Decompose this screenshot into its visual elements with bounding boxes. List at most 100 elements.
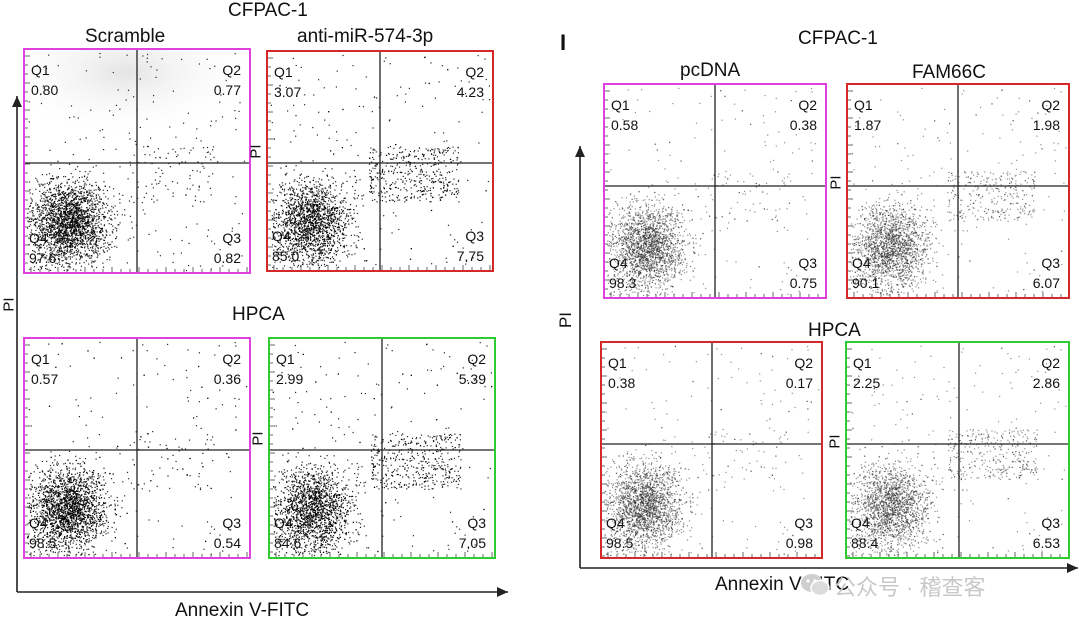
quadrant-q2-value: 0.17 <box>786 375 813 391</box>
quadrant-q1-name: Q1 <box>274 64 293 80</box>
quadrant-q2-value: 4.23 <box>457 84 484 100</box>
flow-plot-right-row2-1: Q1 0.38 Q2 0.17 Q3 0.98 Q4 98.5 <box>600 341 823 559</box>
quadrant-q4-value: 98.5 <box>29 535 56 551</box>
scatter-plot <box>847 343 1068 557</box>
left-x-axis-label: Annexin V-FITC <box>175 600 309 622</box>
quadrant-q3-value: 6.07 <box>1033 275 1060 291</box>
quadrant-q1-value: 3.07 <box>274 84 301 100</box>
right-r1c2-condition: FAM66C <box>912 62 986 84</box>
quadrant-q3-name: Q3 <box>798 255 817 271</box>
quadrant-q2-name: Q2 <box>467 351 486 367</box>
left-section2-title: HPCA <box>232 304 285 326</box>
right-r1c1-condition: pcDNA <box>680 60 740 82</box>
left-y-axis-label: PI <box>1 296 18 314</box>
flow-plot-right-row1-2: Q1 1.87 Q2 1.98 Q3 6.07 Q4 90.1 <box>846 83 1070 299</box>
quadrant-q3-name: Q3 <box>1041 515 1060 531</box>
quadrant-q1-name: Q1 <box>31 62 50 78</box>
right-y-axis-arrow <box>575 146 585 568</box>
quadrant-q4-name: Q4 <box>272 228 291 244</box>
quadrant-q4-value: 97.6 <box>29 250 56 266</box>
scatter-plot <box>848 85 1068 297</box>
quadrant-q3-value: 7.05 <box>459 535 486 551</box>
quadrant-q1-name: Q1 <box>854 97 873 113</box>
quadrant-q4-name: Q4 <box>609 255 628 271</box>
left-x-axis-arrow <box>17 587 508 597</box>
scatter-plot <box>605 85 825 297</box>
quadrant-q4-name: Q4 <box>29 515 48 531</box>
quadrant-q3-value: 6.53 <box>1033 535 1060 551</box>
quadrant-q4-value: 84.6 <box>274 535 301 551</box>
quadrant-q2-value: 0.77 <box>214 82 241 98</box>
quadrant-q3-name: Q3 <box>467 515 486 531</box>
quadrant-q3-name: Q3 <box>794 515 813 531</box>
quadrant-q4-name: Q4 <box>274 515 293 531</box>
quadrant-q1-value: 0.38 <box>608 375 635 391</box>
quadrant-q2-name: Q2 <box>222 351 241 367</box>
quadrant-q4-name: Q4 <box>606 515 625 531</box>
scatter-plot <box>268 52 492 270</box>
quadrant-q1-name: Q1 <box>31 351 50 367</box>
wechat-icon <box>801 574 830 597</box>
quadrant-q3-value: 0.82 <box>214 250 241 266</box>
flow-plot-left-row1-2: Q1 3.07 Q2 4.23 Q3 7.75 Q4 85.0 <box>266 50 494 272</box>
quadrant-q3-name: Q3 <box>465 228 484 244</box>
quadrant-q1-name: Q1 <box>276 351 295 367</box>
quadrant-q2-value: 0.38 <box>790 117 817 133</box>
panel-pi-label: PI <box>250 431 267 447</box>
scatter-plot <box>270 339 494 557</box>
quadrant-q3-name: Q3 <box>222 230 241 246</box>
quadrant-q3-name: Q3 <box>1041 255 1060 271</box>
panel-pi-label: PI <box>827 433 844 449</box>
flow-plot-left-row2-1: Q1 0.57 Q2 0.36 Q3 0.54 Q4 98.5 <box>23 337 251 559</box>
quadrant-q1-value: 0.58 <box>611 117 638 133</box>
quadrant-q4-value: 88.4 <box>851 535 878 551</box>
quadrant-q3-value: 7.75 <box>457 248 484 264</box>
scatter-plot <box>25 339 249 557</box>
scatter-plot <box>25 50 249 272</box>
panel-letter: I <box>560 30 566 56</box>
left-title: CFPAC-1 <box>228 0 308 22</box>
quadrant-q2-name: Q2 <box>798 97 817 113</box>
quadrant-q1-name: Q1 <box>853 355 872 371</box>
quadrant-q1-value: 0.57 <box>31 371 58 387</box>
quadrant-q2-name: Q2 <box>465 64 484 80</box>
quadrant-q3-name: Q3 <box>222 515 241 531</box>
quadrant-q2-value: 2.86 <box>1033 375 1060 391</box>
quadrant-q1-value: 2.25 <box>853 375 880 391</box>
quadrant-q4-name: Q4 <box>29 230 48 246</box>
quadrant-q4-name: Q4 <box>852 255 871 271</box>
quadrant-q4-name: Q4 <box>851 515 870 531</box>
quadrant-q3-value: 0.75 <box>790 275 817 291</box>
quadrant-q3-value: 0.54 <box>214 535 241 551</box>
quadrant-q3-value: 0.98 <box>786 535 813 551</box>
quadrant-q1-value: 2.99 <box>276 371 303 387</box>
right-y-axis-label: PI <box>556 310 576 330</box>
panel-pi-label: PI <box>828 174 845 190</box>
quadrant-q2-value: 5.39 <box>459 371 486 387</box>
quadrant-q1-value: 0.80 <box>31 82 58 98</box>
left-r1c2-condition: anti-miR-574-3p <box>297 26 433 48</box>
quadrant-q4-value: 90.1 <box>852 275 879 291</box>
quadrant-q2-name: Q2 <box>222 62 241 78</box>
left-r1c1-condition: Scramble <box>85 26 165 48</box>
right-section2-title: HPCA <box>808 320 861 342</box>
watermark-text: 公众号 · 稽查客 <box>834 570 986 602</box>
flow-plot-left-row1-1: Q1 0.80 Q2 0.77 Q3 0.82 Q4 97.6 <box>23 48 251 274</box>
quadrant-q2-name: Q2 <box>1041 355 1060 371</box>
quadrant-q2-name: Q2 <box>794 355 813 371</box>
quadrant-q4-value: 98.5 <box>606 535 633 551</box>
quadrant-q4-value: 98.3 <box>609 275 636 291</box>
flow-plot-right-row1-1: Q1 0.58 Q2 0.38 Q3 0.75 Q4 98.3 <box>603 83 827 299</box>
flow-plot-right-row2-2: Q1 2.25 Q2 2.86 Q3 6.53 Q4 88.4 <box>845 341 1070 559</box>
quadrant-q2-value: 1.98 <box>1033 117 1060 133</box>
panel-pi-label: PI <box>248 144 265 160</box>
quadrant-q1-name: Q1 <box>611 97 630 113</box>
quadrant-q1-name: Q1 <box>608 355 627 371</box>
flow-plot-left-row2-2: Q1 2.99 Q2 5.39 Q3 7.05 Q4 84.6 <box>268 337 496 559</box>
quadrant-q2-value: 0.36 <box>214 371 241 387</box>
quadrant-q4-value: 85.0 <box>272 248 299 264</box>
right-title: CFPAC-1 <box>798 28 878 50</box>
left-y-axis-arrow <box>12 96 22 592</box>
quadrant-q2-name: Q2 <box>1041 97 1060 113</box>
